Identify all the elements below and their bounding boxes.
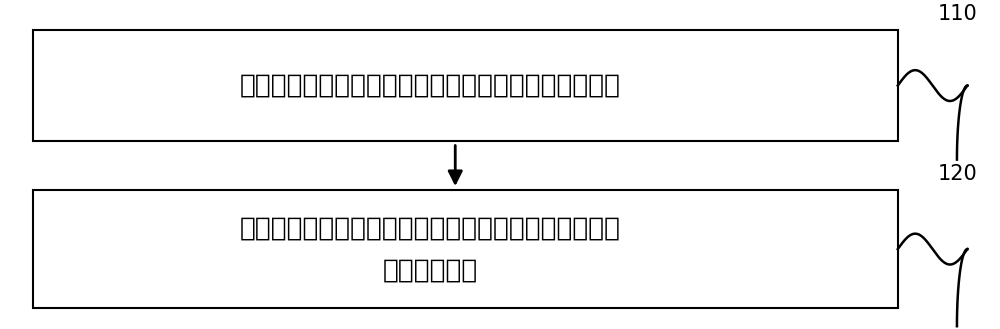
Text: 终端根据多对不同频率优先级小区间的低频点服务阈值
进行小区重选: 终端根据多对不同频率优先级小区间的低频点服务阈值 进行小区重选	[240, 215, 621, 283]
Bar	[33, 190, 898, 308]
Bar	[33, 30, 898, 141]
Text: 120: 120	[938, 164, 977, 184]
Text: 终端接收多对不同频率优先级小区间的低频点服务阈值: 终端接收多对不同频率优先级小区间的低频点服务阈值	[240, 73, 621, 99]
Text: 110: 110	[938, 4, 977, 24]
